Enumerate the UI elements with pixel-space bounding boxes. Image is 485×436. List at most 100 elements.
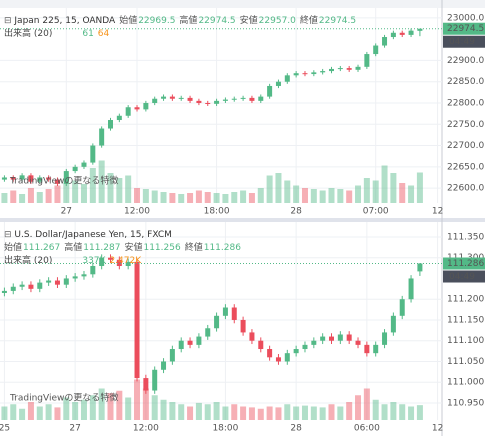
volume-bar <box>160 192 167 203</box>
volume-bar <box>45 404 52 420</box>
volume-bar <box>36 406 43 420</box>
candle-body <box>72 276 78 279</box>
promo-link[interactable]: TradingViewの更なる特徴 <box>9 392 118 404</box>
candle-body <box>399 299 405 316</box>
volume-bar <box>125 175 132 203</box>
candle-body <box>346 68 352 70</box>
volume-bar <box>1 406 8 420</box>
candle-body <box>108 120 113 129</box>
candle-body <box>169 349 175 362</box>
candle-body <box>373 344 379 354</box>
candle-body <box>143 378 149 391</box>
candle-body <box>275 357 281 362</box>
candle-body <box>364 54 370 67</box>
volume-bar <box>266 175 273 203</box>
candle-body <box>99 257 105 266</box>
y-tick-label: 22700.0 <box>447 141 484 151</box>
candle-body <box>408 278 414 300</box>
volume-bar <box>257 408 264 420</box>
volume-bar <box>275 173 282 203</box>
x-tick-label: 12 <box>432 424 443 434</box>
volume-ma-value: 64 <box>98 29 110 39</box>
volume-bar <box>275 407 282 420</box>
candle-body <box>284 75 290 82</box>
candle-body <box>205 102 211 104</box>
candle-body <box>54 280 60 285</box>
candle-body <box>355 66 361 70</box>
volume-bar <box>142 388 149 420</box>
candle-body <box>390 315 396 333</box>
volume-bar <box>89 395 96 420</box>
volume-bar <box>399 183 406 203</box>
candle-body <box>337 334 343 341</box>
ohlc-name: 高値 <box>179 14 197 26</box>
y-tick-label: 23000.0 <box>447 13 484 23</box>
y-tick-label: 111.100 <box>447 336 484 346</box>
candle-body <box>320 71 326 73</box>
candle-body <box>293 73 299 76</box>
volume-bar <box>248 407 255 420</box>
last-price-label: 22974.5 <box>447 24 484 34</box>
x-tick-label: 18:00 <box>204 207 230 217</box>
y-tick-label: 110.950 <box>447 398 484 408</box>
ohlc-value: 22974.5 <box>319 16 356 26</box>
volume-bar <box>310 189 317 203</box>
volume-bar <box>80 184 87 203</box>
y-tick-label: 111.350 <box>447 232 484 242</box>
candle-body <box>63 278 69 285</box>
volume-bar <box>213 402 220 420</box>
candle-body <box>116 259 122 266</box>
candle-body <box>46 280 52 283</box>
promo-link[interactable]: TradingViewの更なる特徴 <box>9 175 118 187</box>
volume-bar <box>116 178 123 203</box>
ohlc-value: 111.267 <box>23 243 60 253</box>
candle-body <box>72 166 78 172</box>
volume-bar <box>222 406 229 420</box>
x-tick-label: 27 <box>61 207 72 217</box>
candle-body <box>390 32 396 38</box>
ohlc-name: 安値 <box>124 241 142 253</box>
volume-bar <box>248 193 255 203</box>
volume-bar <box>27 188 34 203</box>
volume-bar <box>1 193 8 203</box>
y-tick-label: 22650.0 <box>447 162 484 172</box>
series-title: U.S. Dollar/Japanese Yen, 15, FXCM <box>14 230 171 240</box>
candle-body <box>382 332 388 345</box>
volume-bar <box>346 402 353 420</box>
volume-bar <box>284 404 291 420</box>
volume-ma-value: 2.472K <box>109 256 142 266</box>
candle-body <box>37 282 43 289</box>
y-tick-label: 111.200 <box>447 295 484 305</box>
volume-bar <box>27 402 34 420</box>
candle-body <box>169 96 175 99</box>
ohlc-value: 111.256 <box>143 243 180 253</box>
candle-body <box>249 332 255 341</box>
x-tick-label: 06:00 <box>354 424 380 434</box>
candle-body <box>408 30 414 35</box>
candle-body <box>240 97 246 99</box>
y-tick-label: 111.150 <box>447 315 484 325</box>
volume-bar <box>408 185 415 203</box>
countdown-tag <box>443 35 485 48</box>
volume-bar <box>63 183 70 203</box>
volume-bar <box>240 406 247 420</box>
volume-bar <box>151 190 158 203</box>
candle-body <box>161 96 167 99</box>
ohlc-line: 始値111.267 高値111.287 安値111.256 終値111.286 <box>4 241 241 253</box>
volume-bar <box>98 388 105 420</box>
candle-body <box>108 257 113 260</box>
candle-body <box>161 361 167 370</box>
volume-bar <box>54 185 61 203</box>
x-tick-label: 18:00 <box>212 424 238 434</box>
volume-bar <box>151 395 158 420</box>
volume-bar <box>337 189 344 203</box>
ohlc-value: 22969.5 <box>138 16 175 26</box>
ohlc-value: 22957.0 <box>259 16 296 26</box>
candle-body <box>249 97 255 101</box>
y-tick-label: 111.050 <box>447 357 484 367</box>
volume-bar <box>10 404 17 420</box>
volume-bar <box>19 194 26 203</box>
ohlc-name: 始値 <box>119 14 137 26</box>
toolbar[interactable] <box>0 0 485 8</box>
volume-bar <box>328 404 335 420</box>
